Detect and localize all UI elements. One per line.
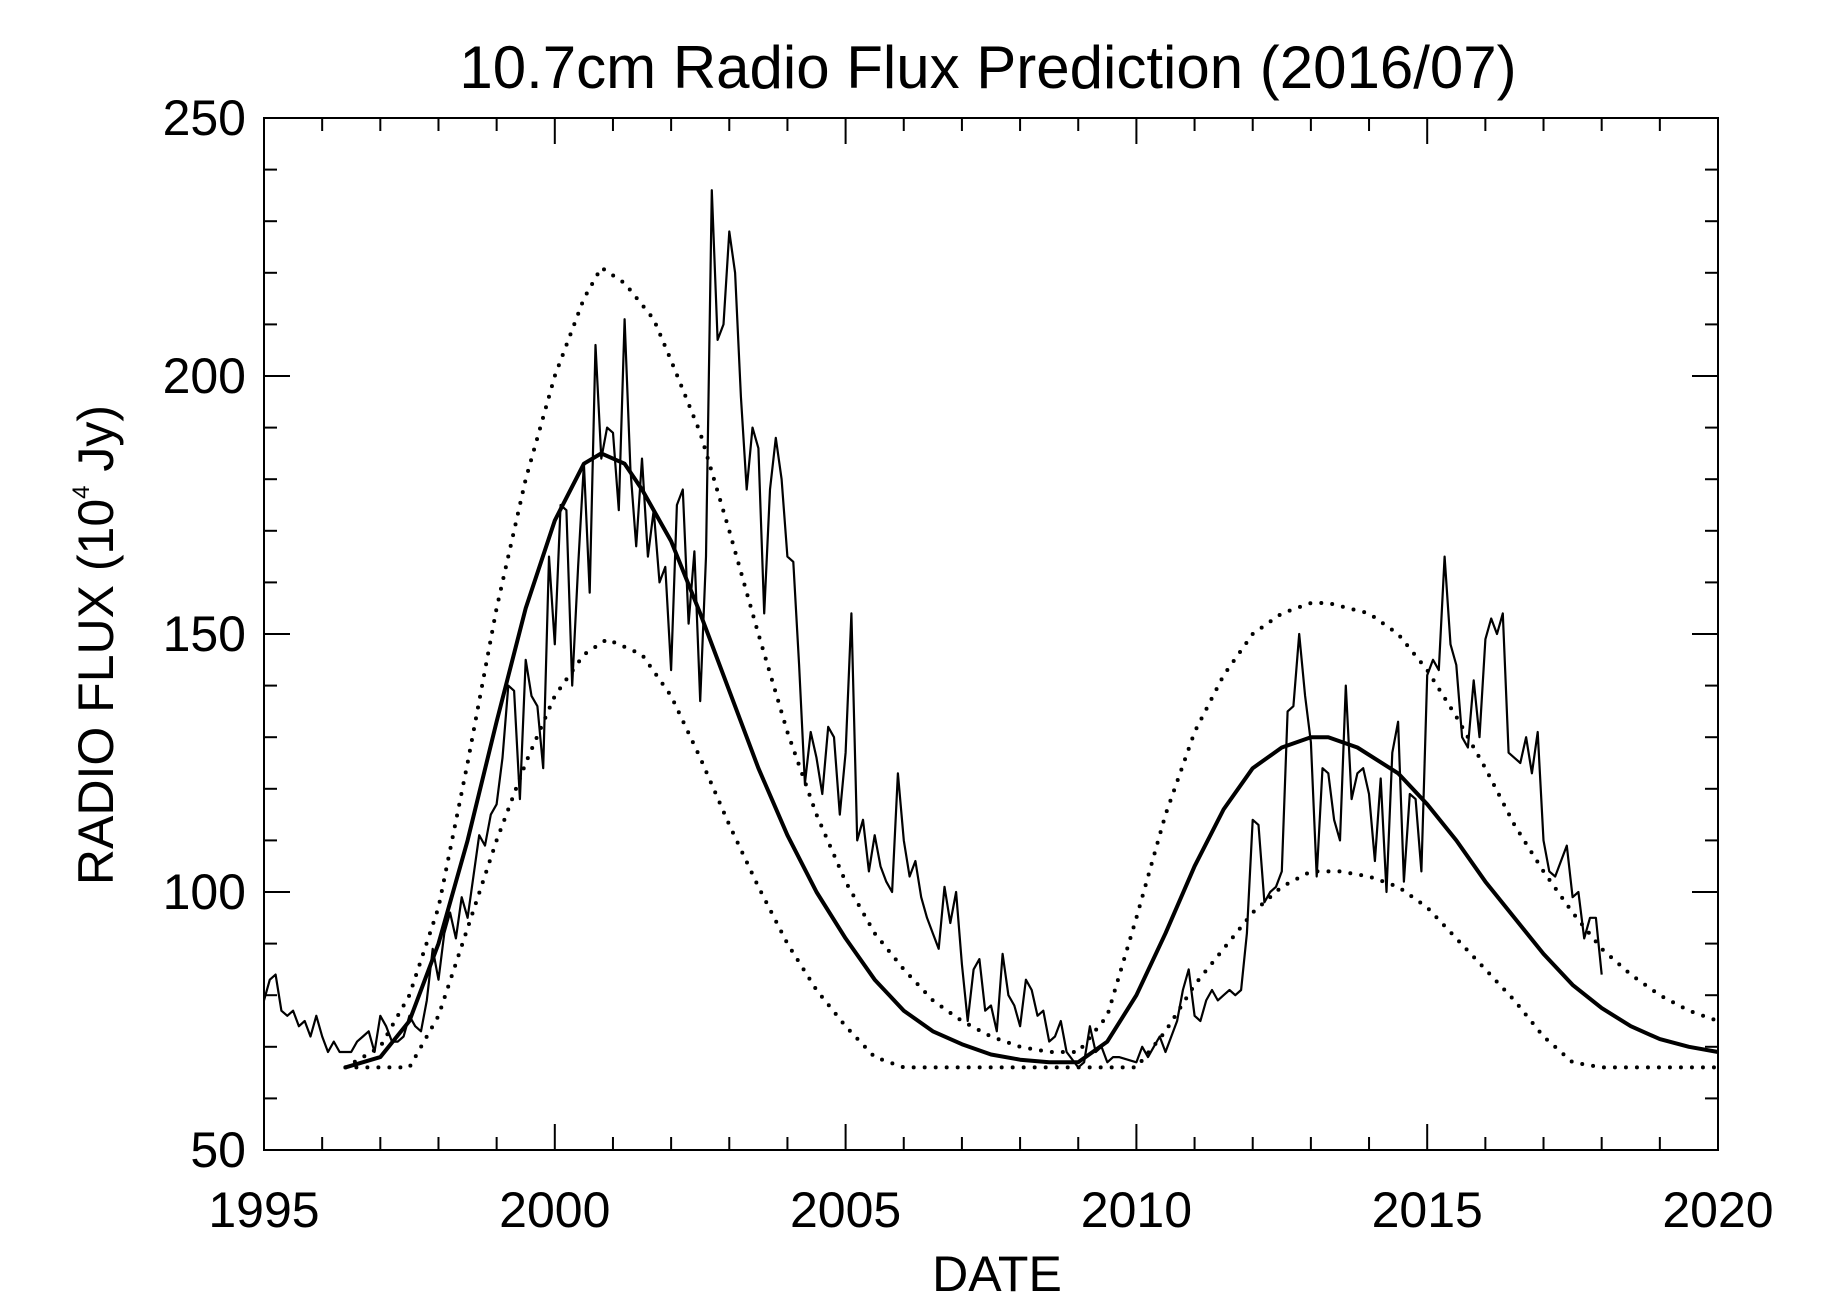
- axis-ticks: [263, 117, 1719, 1151]
- y-tick-label: 200: [163, 348, 246, 404]
- x-tick-label: 1995: [208, 1182, 319, 1238]
- x-tick-label: 2020: [1662, 1182, 1773, 1238]
- x-axis-label: DATE: [932, 1246, 1062, 1296]
- series-line-observed: [262, 189, 1603, 1069]
- y-tick-label: 250: [163, 90, 246, 146]
- series-line-bound-2: [343, 637, 1720, 1070]
- series-line-smoothed-prediction: [344, 451, 1719, 1070]
- y-axis-label-unit: Jy): [68, 405, 124, 486]
- y-axis-label-superscript: 4: [68, 485, 95, 498]
- y-axis-label-main: RADIO FLUX (10: [68, 499, 124, 885]
- series-lines: [262, 189, 1720, 1070]
- y-tick-label: 50: [190, 1122, 246, 1178]
- series-line-bound-1: [343, 265, 1720, 1070]
- y-axis-label: RADIO FLUX (104 Jy): [68, 405, 124, 885]
- plot-frame-border: [263, 117, 1719, 1151]
- y-tick-label: 100: [163, 864, 246, 920]
- y-tick-label: 150: [163, 606, 246, 662]
- x-tick-label: 2000: [499, 1182, 610, 1238]
- axis-tick-labels: 1995 2000 2005 2010 2015 2020 50 100 150 200 250: [163, 90, 1774, 1238]
- chart-title: 10.7cm Radio Flux Prediction (2016/07): [459, 34, 1516, 101]
- plot-frame: [263, 117, 1719, 1151]
- x-tick-label: 2005: [790, 1182, 901, 1238]
- x-tick-label: 2010: [1081, 1182, 1192, 1238]
- x-tick-label: 2015: [1372, 1182, 1483, 1238]
